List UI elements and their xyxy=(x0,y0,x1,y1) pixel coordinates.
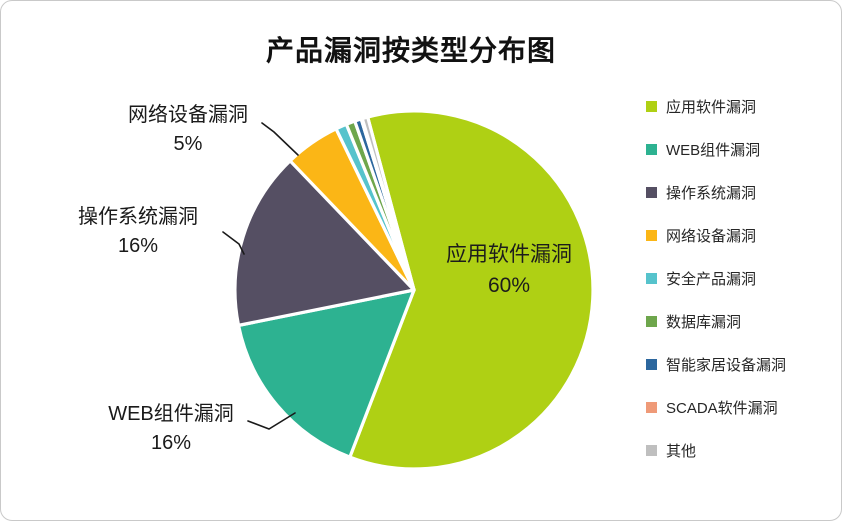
pie-slice-other xyxy=(360,115,416,292)
legend-label-database: 数据库漏洞 xyxy=(666,313,742,331)
legend-swatch-other xyxy=(646,444,657,456)
leader-line-os xyxy=(222,231,245,255)
pie-slice-web-component xyxy=(236,288,416,459)
pie-slice-os xyxy=(233,159,416,327)
legend-label-scada: SCADA软件漏洞 xyxy=(666,399,778,417)
legend-item-database: 数据库漏洞 xyxy=(646,310,786,332)
label-os: 操作系统漏洞 16% xyxy=(48,203,228,261)
legend-swatch-app-software xyxy=(646,100,657,112)
legend-item-app-software: 应用软件漏洞 xyxy=(646,95,786,117)
chart-title: 产品漏洞按类型分布图 xyxy=(265,35,556,66)
legend-label-security-product: 安全产品漏洞 xyxy=(666,270,757,288)
label-os-pct: 16% xyxy=(117,235,159,257)
label-web-component-name: WEB组件漏洞 xyxy=(108,403,234,425)
legend-item-other: 其他 xyxy=(646,439,786,461)
legend-item-scada: SCADA软件漏洞 xyxy=(646,396,786,418)
legend-item-os: 操作系统漏洞 xyxy=(646,181,786,203)
label-app-software-pct: 60% xyxy=(487,274,531,297)
leader-line-network-device xyxy=(261,122,299,156)
legend-label-smart-home: 智能家居设备漏洞 xyxy=(666,356,787,374)
legend-swatch-web-component xyxy=(646,143,657,155)
label-network-device: 网络设备漏洞 5% xyxy=(98,101,278,159)
pie-slice-app-software xyxy=(348,109,595,471)
legend-label-other: 其他 xyxy=(666,442,697,460)
leader-line-web-component xyxy=(247,412,296,430)
label-network-device-name: 网络设备漏洞 xyxy=(128,104,248,126)
label-app-software: 应用软件漏洞 60% xyxy=(419,239,599,301)
pie-slices xyxy=(233,109,595,471)
legend-item-security-product: 安全产品漏洞 xyxy=(646,267,786,289)
legend-swatch-smart-home xyxy=(646,358,657,370)
legend-label-network-device: 网络设备漏洞 xyxy=(666,227,757,245)
legend-label-os: 操作系统漏洞 xyxy=(666,184,757,202)
legend-item-web-component: WEB组件漏洞 xyxy=(646,138,786,160)
legend-label-app-software: 应用软件漏洞 xyxy=(666,98,757,116)
legend-swatch-os xyxy=(646,186,657,198)
label-os-name: 操作系统漏洞 xyxy=(78,206,198,228)
legend: 应用软件漏洞 WEB组件漏洞 操作系统漏洞 网络设备漏洞 安全产品漏洞 数据库漏… xyxy=(646,95,786,461)
legend-swatch-security-product xyxy=(646,272,657,284)
legend-swatch-scada xyxy=(646,401,657,413)
label-web-component-pct: 16% xyxy=(150,432,192,454)
label-web-component: WEB组件漏洞 16% xyxy=(81,400,261,458)
legend-label-web-component: WEB组件漏洞 xyxy=(666,141,761,159)
leader-lines xyxy=(222,122,299,430)
label-network-device-pct: 5% xyxy=(173,133,203,155)
label-app-software-name: 应用软件漏洞 xyxy=(446,243,572,266)
legend-swatch-database xyxy=(646,315,657,327)
legend-item-smart-home: 智能家居设备漏洞 xyxy=(646,353,786,375)
legend-item-network-device: 网络设备漏洞 xyxy=(646,224,786,246)
legend-swatch-network-device xyxy=(646,229,657,241)
